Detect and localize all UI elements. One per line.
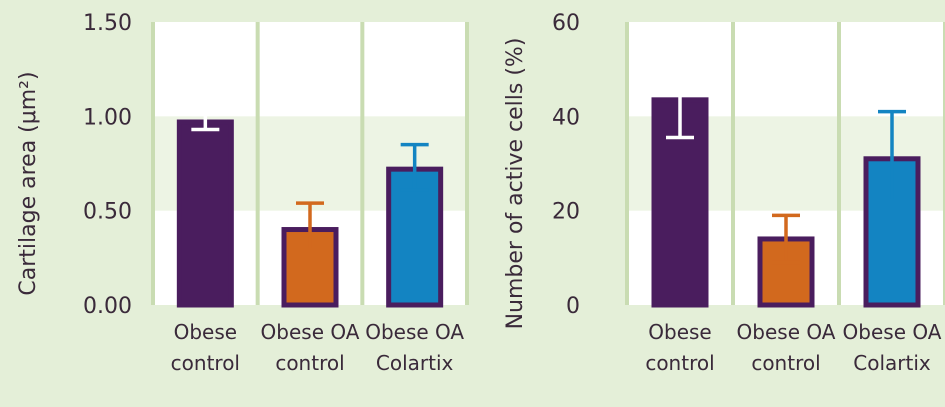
category-divider [731,22,735,305]
y-tick-label: 1.00 [83,105,132,130]
x-tick-label: Colartix [376,351,454,375]
x-tick-label: control [275,351,344,375]
category-divider [465,22,469,305]
y-tick-label: 0 [566,294,580,319]
x-tick-label: Obese [174,320,237,344]
category-divider [255,22,260,305]
y-axis-label: Cartilage area (μm²) [16,71,41,295]
chart-1: Obese control Obese OA control Obese OA Colar… [16,11,469,375]
chart-2: Obese control Obese OA control Obese OA Colar… [503,11,945,375]
x-tick-label: Colartix [853,351,931,375]
category-divider [151,22,155,305]
x-tick-label: Obese OA [737,320,836,344]
x-tick-label: control [645,351,714,375]
x-tick-label: control [751,351,820,375]
y-tick-label: 20 [552,200,580,225]
y-tick-label: 0.00 [83,294,132,319]
x-tick-label: Obese OA [261,320,360,344]
y-axis-label: Number of active cells (%) [503,38,528,330]
x-tick-label: Obese OA [365,320,464,344]
category-divider [943,22,945,305]
x-tick-label: control [171,351,240,375]
category-divider [625,22,629,305]
y-tick-label: 1.50 [83,11,132,36]
bar-1 [176,119,234,308]
y-tick-label: 0.50 [83,200,132,225]
y-tick-label: 40 [552,105,580,130]
x-tick-label: Obese OA [843,320,942,344]
category-divider [360,22,365,305]
x-tick-label: Obese [648,320,711,344]
category-divider [837,22,841,305]
y-tick-label: 60 [552,11,580,36]
